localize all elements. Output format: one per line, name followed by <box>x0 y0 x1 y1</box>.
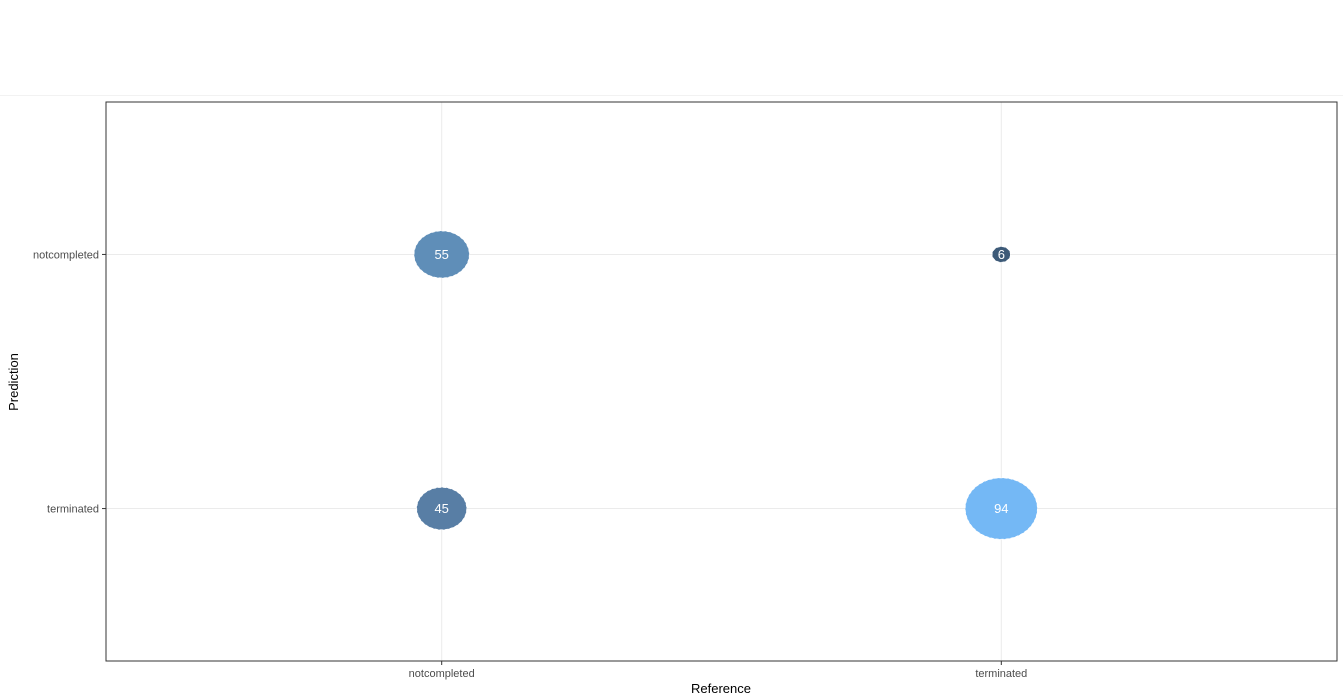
bubble-terminated-terminated <box>965 477 1038 540</box>
plot-panel-background <box>106 102 1337 661</box>
top-divider <box>0 95 1343 96</box>
bubble-value-label: 6 <box>998 247 1005 262</box>
bubble-terminated-notcompleted <box>991 246 1011 263</box>
x-tick-label: terminated <box>975 668 1027 680</box>
bubble-value-label: 45 <box>434 501 448 516</box>
y-tick-label: terminated <box>47 504 99 516</box>
bubbles: 55 6 45 94 <box>413 230 1038 540</box>
x-axis-title: Reference <box>691 681 751 696</box>
axis-ticks: notcompleted terminated terminated notcompl… <box>33 249 1027 680</box>
y-tick-label: notcompleted <box>33 249 99 261</box>
bubble-notcompleted-notcompleted <box>413 230 470 279</box>
bubble-notcompleted-terminated <box>416 487 467 531</box>
bubble-value-label: 55 <box>434 247 448 262</box>
x-tick-label: notcompleted <box>409 668 475 680</box>
plot-panel-border <box>105 101 1338 662</box>
y-axis-title: Prediction <box>6 353 21 411</box>
grid-lines <box>106 102 1337 661</box>
bubble-value-label: 94 <box>994 501 1008 516</box>
